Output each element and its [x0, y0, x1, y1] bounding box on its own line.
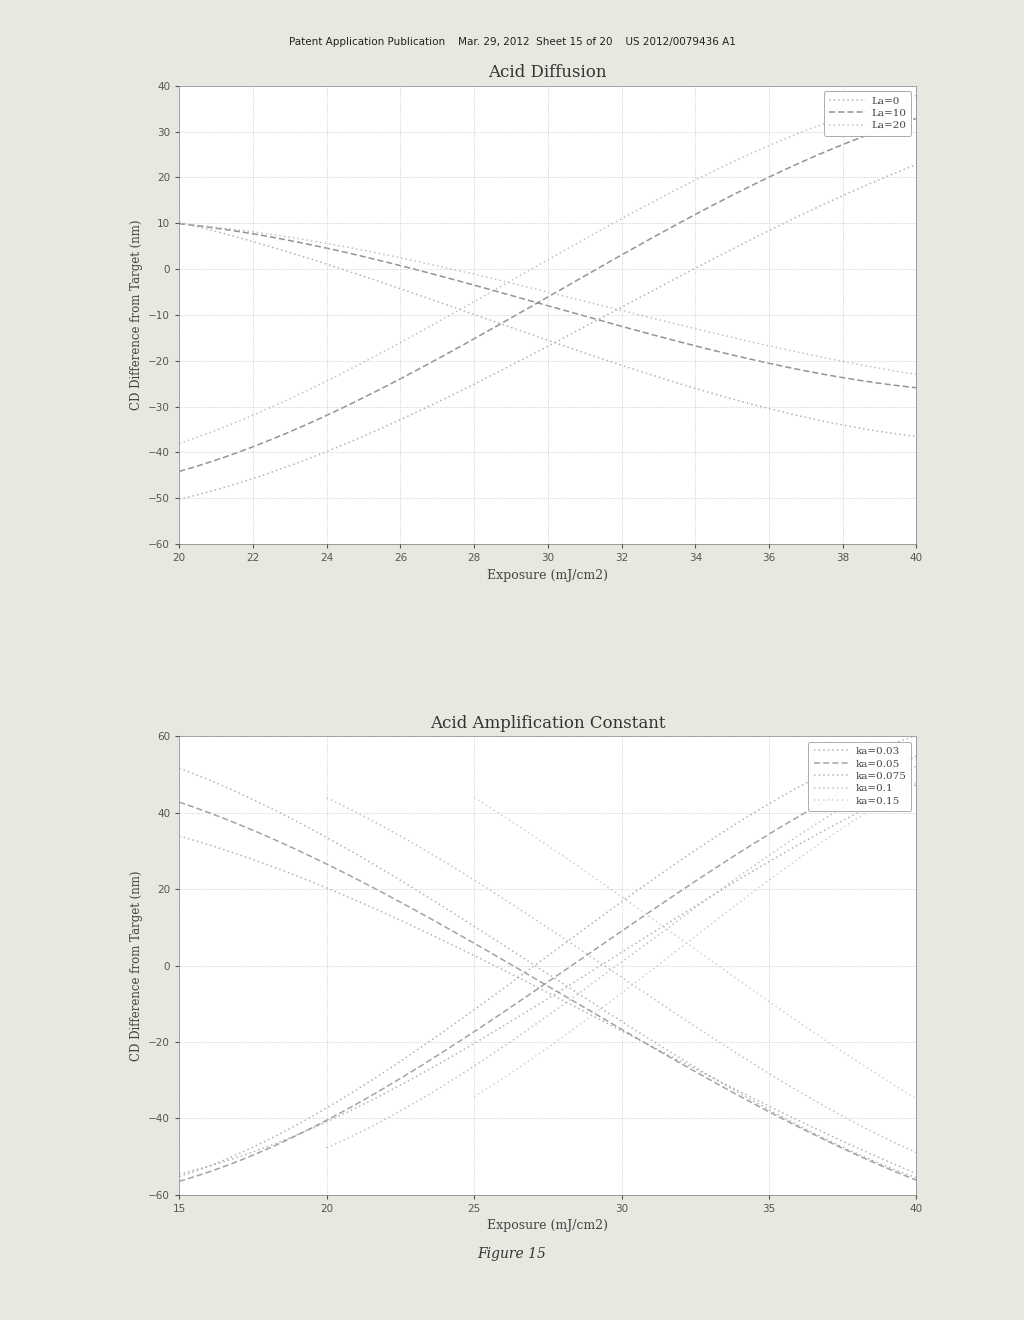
Title: Acid Amplification Constant: Acid Amplification Constant — [430, 715, 666, 733]
Text: Patent Application Publication    Mar. 29, 2012  Sheet 15 of 20    US 2012/00794: Patent Application Publication Mar. 29, … — [289, 37, 735, 48]
X-axis label: Exposure (mJ/cm2): Exposure (mJ/cm2) — [487, 1220, 608, 1232]
Title: Acid Diffusion: Acid Diffusion — [488, 65, 607, 82]
Y-axis label: CD Difference from Target (nm): CD Difference from Target (nm) — [130, 870, 142, 1061]
Text: Figure 15: Figure 15 — [477, 1246, 547, 1261]
Legend: ka=0.03, ka=0.05, ka=0.075, ka=0.1, ka=0.15: ka=0.03, ka=0.05, ka=0.075, ka=0.1, ka=0… — [808, 742, 911, 810]
Y-axis label: CD Difference from Target (nm): CD Difference from Target (nm) — [130, 219, 142, 411]
Legend: La=0, La=10, La=20: La=0, La=10, La=20 — [824, 91, 911, 136]
X-axis label: Exposure (mJ/cm2): Exposure (mJ/cm2) — [487, 569, 608, 582]
